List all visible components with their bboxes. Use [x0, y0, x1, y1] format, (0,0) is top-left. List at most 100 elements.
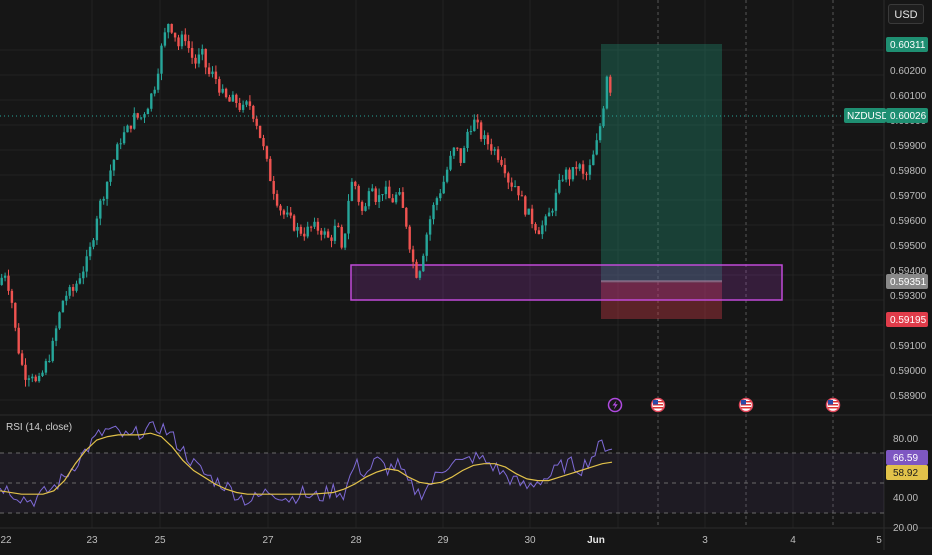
rsi-tick: 80.00: [893, 434, 918, 445]
candle-body: [24, 364, 27, 380]
candle-body: [507, 173, 510, 183]
candle-body: [551, 210, 554, 213]
candle-body: [323, 231, 326, 235]
candle-body: [3, 275, 7, 278]
candle-body: [462, 148, 466, 163]
candle-body: [160, 45, 163, 74]
candle-body: [194, 57, 197, 64]
entry-price-badge: [886, 274, 928, 289]
candle-body: [388, 186, 391, 199]
candle-body: [456, 147, 459, 149]
candle-body: [48, 360, 51, 362]
candle-body: [99, 200, 102, 219]
candle-body: [296, 226, 299, 231]
event-us-flag-icon[interactable]: [650, 397, 666, 413]
price-tick: 0.59600: [890, 216, 927, 227]
candle-body: [105, 181, 109, 199]
candle-body: [214, 71, 218, 80]
candle-body: [262, 137, 265, 147]
candle-body: [75, 283, 78, 291]
candle-body: [71, 287, 75, 291]
price-tick: 0.59900: [890, 141, 927, 152]
candle-body: [530, 208, 534, 225]
candle-body: [483, 135, 486, 140]
candle-body: [343, 233, 347, 248]
time-label: 4: [790, 535, 796, 546]
event-us-flag-icon[interactable]: [738, 397, 754, 413]
candle-body: [435, 198, 439, 205]
candle-body: [218, 79, 221, 93]
take-profit-zone[interactable]: [601, 44, 722, 283]
currency-button[interactable]: USD: [888, 4, 924, 24]
candle-body: [265, 146, 269, 159]
event-lightning-icon[interactable]: [607, 397, 623, 413]
candle-body: [54, 328, 58, 341]
candle-body: [61, 300, 65, 313]
candle-body: [500, 159, 503, 165]
price-tick: 0.59300: [890, 291, 927, 302]
price-tick: 0.58900: [890, 391, 927, 402]
rsi-indicator-title[interactable]: RSI (14, close): [6, 422, 73, 433]
candle-body: [520, 195, 524, 197]
candle-body: [360, 201, 364, 211]
candle-body: [418, 271, 422, 278]
candle-body: [44, 361, 48, 373]
candle-body: [381, 194, 384, 196]
candle-body: [367, 191, 371, 207]
event-us-flag-icon[interactable]: [825, 397, 841, 413]
candle-body: [248, 101, 252, 106]
candle-body: [585, 173, 588, 175]
candle-body: [605, 76, 609, 109]
candle-body: [269, 158, 272, 182]
candle-body: [371, 188, 374, 192]
candle-body: [374, 188, 377, 202]
rsi-ma-value: 58.92: [893, 468, 918, 479]
rsi-ma-line: [0, 432, 613, 495]
time-label: 25: [154, 535, 166, 546]
candle-body: [588, 165, 592, 175]
candle-body: [554, 192, 558, 211]
candle-body: [401, 192, 405, 208]
candle-body: [78, 278, 82, 284]
time-label: Jun: [587, 535, 605, 546]
candle-body: [473, 119, 476, 132]
candle-body: [558, 179, 561, 193]
candle-body: [238, 103, 241, 110]
candle-body: [469, 131, 473, 133]
candle-body: [575, 167, 578, 169]
symbol-label: NZDUSD: [847, 111, 889, 122]
candle-body: [299, 226, 303, 234]
candle-body: [17, 327, 20, 354]
candle-body: [571, 167, 575, 180]
candle-body: [439, 193, 442, 199]
candle-body: [289, 212, 292, 216]
candle-body: [384, 186, 388, 195]
candle-body: [286, 212, 289, 215]
price-tick: 0.59100: [890, 341, 927, 352]
rsi-value: 66.59: [893, 453, 918, 464]
candle-body: [320, 230, 323, 235]
candle-body: [306, 226, 309, 237]
candle-body: [170, 23, 173, 33]
candle-body: [564, 169, 568, 180]
candle-body: [204, 48, 207, 68]
candle-body: [330, 237, 333, 241]
candle-body: [425, 234, 428, 256]
candle-body: [207, 67, 211, 75]
stop-loss-price-badge: [886, 312, 928, 327]
candle-body: [364, 206, 367, 211]
candle-body: [177, 37, 180, 47]
candle-body: [517, 186, 520, 196]
candle-body: [357, 186, 360, 202]
candle-body: [476, 119, 479, 123]
candle-body: [258, 125, 262, 138]
candle-body: [313, 221, 316, 227]
candle-body: [187, 41, 190, 49]
time-label: 30: [524, 535, 536, 546]
time-label: 22: [0, 535, 12, 546]
candle-body: [333, 225, 337, 241]
candle-body: [201, 48, 204, 55]
candle-body: [231, 94, 235, 102]
